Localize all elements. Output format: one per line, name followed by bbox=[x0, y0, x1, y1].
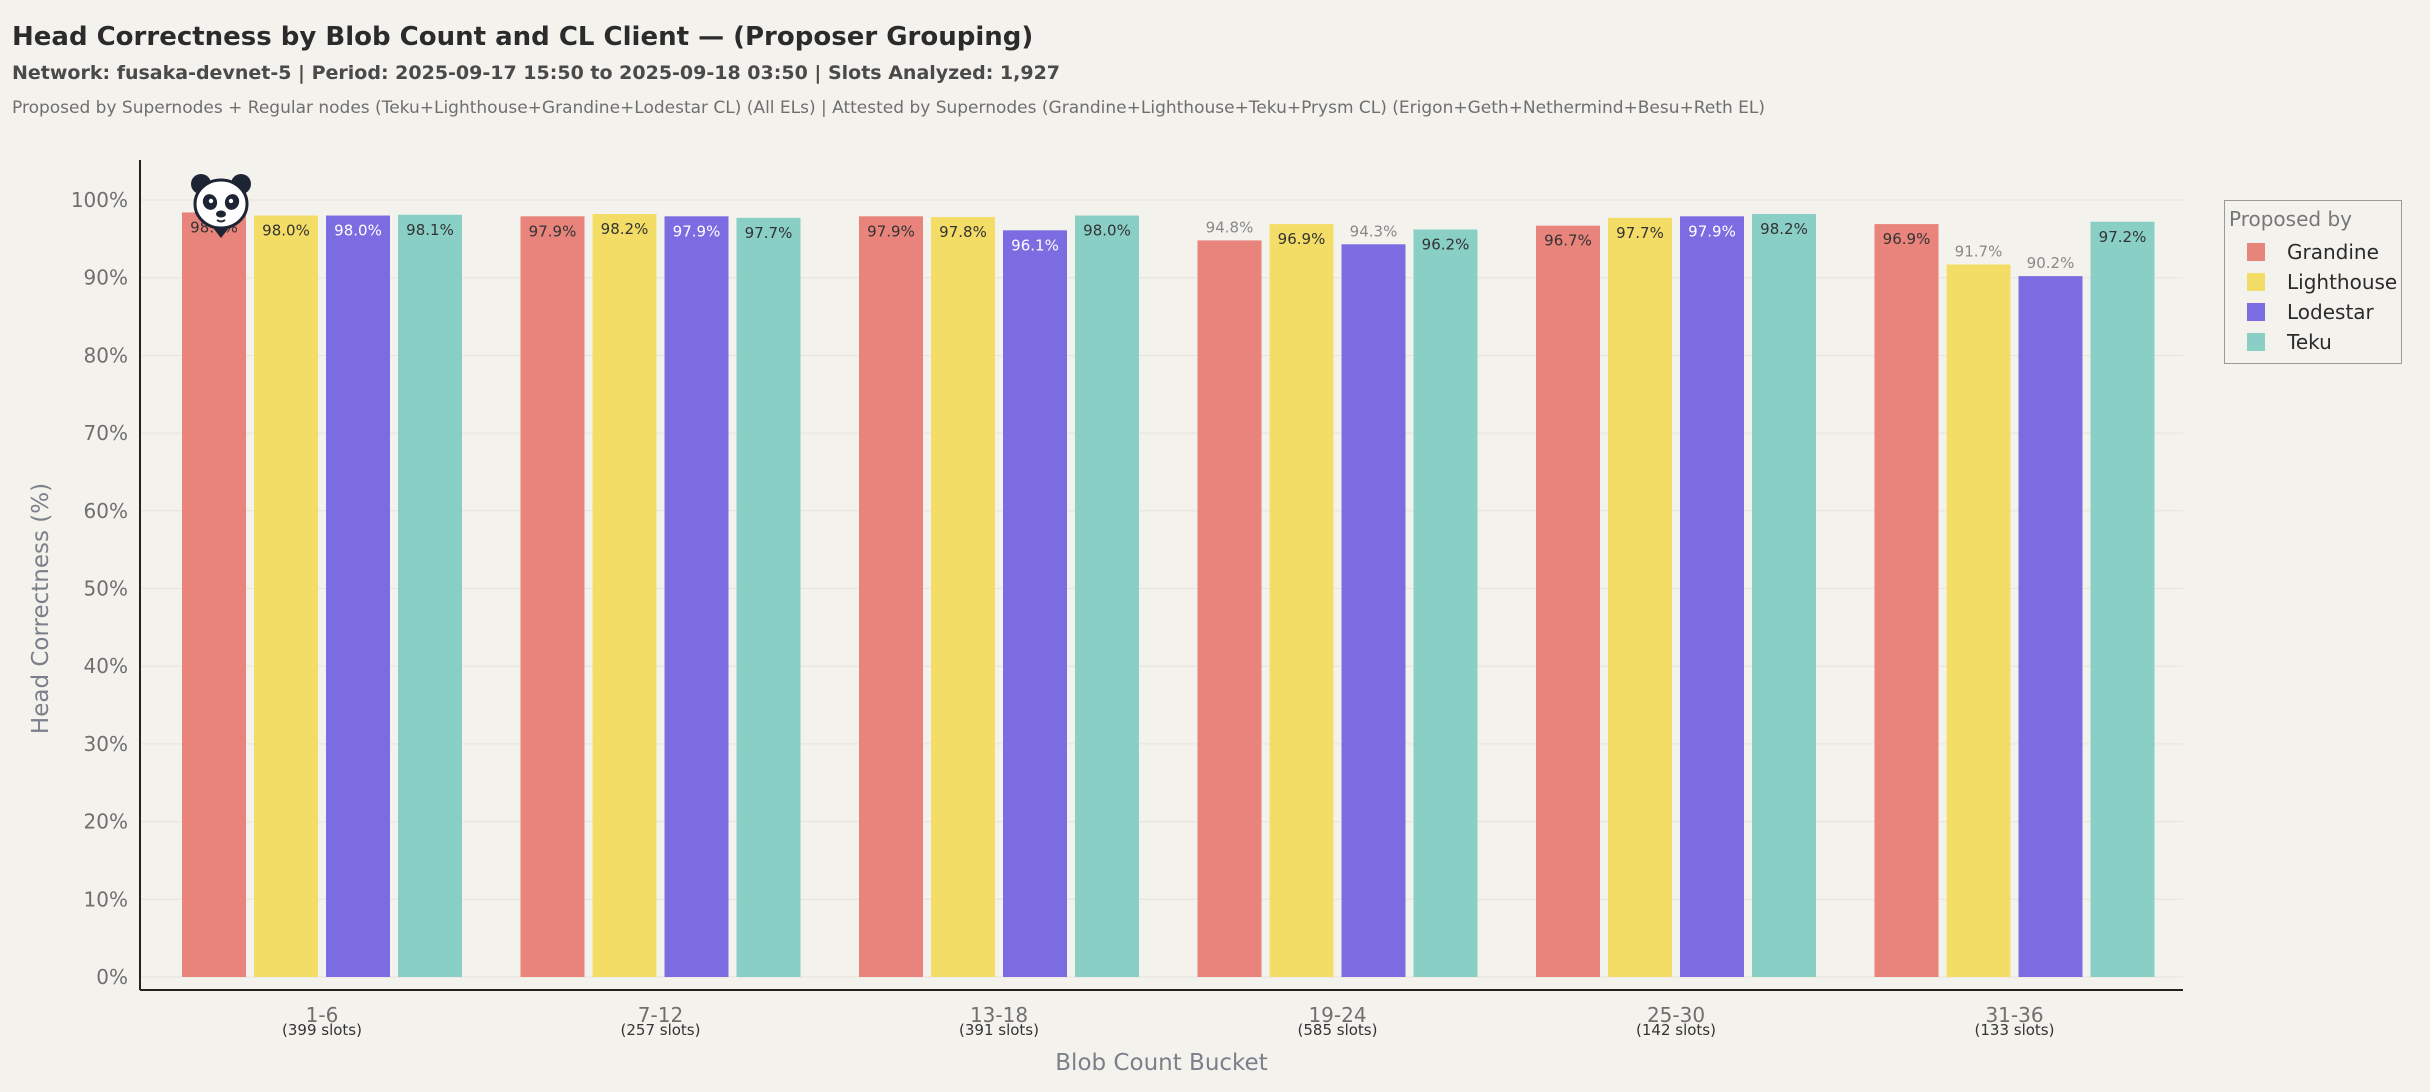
x-tick-label: 31-36 bbox=[1985, 1003, 2043, 1027]
data-label: 97.7% bbox=[1616, 224, 1664, 242]
y-tick-label: 40% bbox=[84, 654, 128, 678]
y-axis-title: Head Correctness (%) bbox=[28, 483, 54, 734]
bar-lighthouse bbox=[1608, 217, 1672, 978]
x-tick-sublabel: (585 slots) bbox=[1298, 1021, 1378, 1039]
bar-grandine bbox=[1536, 225, 1600, 978]
legend: Proposed by Grandine Lighthouse Lodestar… bbox=[2224, 200, 2402, 364]
y-tick-label: 90% bbox=[84, 266, 128, 290]
data-label: 96.7% bbox=[1544, 232, 1592, 250]
data-label: 94.8% bbox=[1206, 218, 1254, 236]
legend-label: Lodestar bbox=[2287, 300, 2374, 324]
x-tick-label: 1-6 bbox=[306, 1003, 339, 1027]
bar-lodestar bbox=[664, 216, 729, 977]
bar-grandine bbox=[859, 216, 923, 977]
data-label: 97.2% bbox=[2099, 228, 2147, 246]
data-label: 96.9% bbox=[1278, 230, 1326, 248]
x-tick-sublabel: (391 slots) bbox=[959, 1021, 1039, 1039]
chart-subtitle: Network: fusaka-devnet-5 | Period: 2025-… bbox=[12, 62, 1061, 84]
bar-grandine bbox=[520, 216, 585, 977]
chart-title: Head Correctness by Blob Count and CL Cl… bbox=[12, 22, 1034, 52]
data-label: 97.9% bbox=[529, 222, 577, 240]
x-tick-label: 25-30 bbox=[1647, 1003, 1705, 1027]
legend-label: Lighthouse bbox=[2287, 270, 2398, 294]
x-tick-label: 7-12 bbox=[638, 1003, 683, 1027]
bar-grandine bbox=[1197, 240, 1262, 978]
data-label: 97.9% bbox=[1688, 222, 1736, 240]
y-tick-label: 50% bbox=[84, 577, 128, 601]
data-label: 98.0% bbox=[1083, 222, 1131, 240]
data-label: 97.8% bbox=[939, 223, 987, 241]
bar-lodestar bbox=[2018, 276, 2083, 977]
bar-lodestar bbox=[1003, 230, 1067, 978]
data-label: 98.2% bbox=[601, 220, 649, 238]
bar-lighthouse bbox=[931, 217, 995, 977]
bar-lighthouse bbox=[592, 213, 657, 978]
x-tick-sublabel: (399 slots) bbox=[282, 1021, 362, 1039]
y-tick-label: 80% bbox=[84, 343, 128, 367]
legend-swatch-grandine bbox=[2247, 243, 2265, 261]
bar-grandine bbox=[182, 212, 246, 977]
y-tick-label: 30% bbox=[84, 732, 128, 756]
x-tick-label: 19-24 bbox=[1308, 1003, 1366, 1027]
data-label: 90.2% bbox=[2027, 254, 2075, 272]
bar-lodestar bbox=[326, 215, 390, 978]
bar-lodestar bbox=[1680, 216, 1744, 977]
data-label: 98.1% bbox=[406, 221, 454, 239]
data-label: 97.9% bbox=[867, 222, 915, 240]
legend-item-lodestar: Lodestar bbox=[2247, 300, 2374, 324]
data-label: 97.9% bbox=[673, 222, 721, 240]
legend-swatch-teku bbox=[2247, 333, 2265, 351]
bar-teku bbox=[1413, 229, 1478, 977]
y-tick-label: 70% bbox=[84, 421, 128, 445]
legend-swatch-lighthouse bbox=[2247, 273, 2265, 291]
bar-lighthouse bbox=[1269, 224, 1334, 977]
y-tick-label: 100% bbox=[71, 188, 128, 212]
y-tick-label: 10% bbox=[84, 887, 128, 911]
data-label: 96.9% bbox=[1883, 230, 1931, 248]
legend-label: Grandine bbox=[2287, 240, 2379, 264]
bar-teku bbox=[2090, 221, 2155, 978]
bar-grandine bbox=[1874, 224, 1939, 977]
legend-item-teku: Teku bbox=[2247, 330, 2332, 354]
y-tick-label: 0% bbox=[96, 965, 128, 989]
legend-title: Proposed by bbox=[2229, 207, 2352, 231]
data-label: 98.0% bbox=[262, 222, 310, 240]
bar-teku bbox=[398, 214, 462, 977]
x-tick-sublabel: (142 slots) bbox=[1636, 1021, 1716, 1039]
data-label: 97.7% bbox=[745, 224, 793, 242]
legend-label: Teku bbox=[2287, 330, 2332, 354]
data-label: 91.7% bbox=[1955, 242, 2003, 260]
x-tick-sublabel: (133 slots) bbox=[1975, 1021, 2055, 1039]
bar-teku bbox=[1075, 215, 1139, 978]
chart-note: Proposed by Supernodes + Regular nodes (… bbox=[12, 98, 1765, 118]
y-tick-label: 20% bbox=[84, 810, 128, 834]
x-axis-title: Blob Count Bucket bbox=[1055, 1050, 1267, 1076]
bar-teku bbox=[736, 217, 801, 978]
data-label: 94.3% bbox=[1350, 222, 1398, 240]
legend-item-grandine: Grandine bbox=[2247, 240, 2379, 264]
y-tick-label: 60% bbox=[84, 499, 128, 523]
data-label: 96.1% bbox=[1011, 236, 1059, 254]
bar-lodestar bbox=[1341, 244, 1406, 977]
bar-lighthouse bbox=[1946, 264, 2011, 978]
data-label: 98.2% bbox=[1760, 220, 1808, 238]
x-tick-label: 13-18 bbox=[970, 1003, 1028, 1027]
data-label: 98.0% bbox=[334, 222, 382, 240]
legend-item-lighthouse: Lighthouse bbox=[2247, 270, 2397, 294]
panda-logo-icon bbox=[191, 174, 251, 238]
bar-teku bbox=[1752, 213, 1816, 978]
legend-swatch-lodestar bbox=[2247, 303, 2265, 321]
x-tick-sublabel: (257 slots) bbox=[621, 1021, 701, 1039]
bar-lighthouse bbox=[254, 215, 318, 978]
data-label: 96.2% bbox=[1422, 236, 1470, 254]
